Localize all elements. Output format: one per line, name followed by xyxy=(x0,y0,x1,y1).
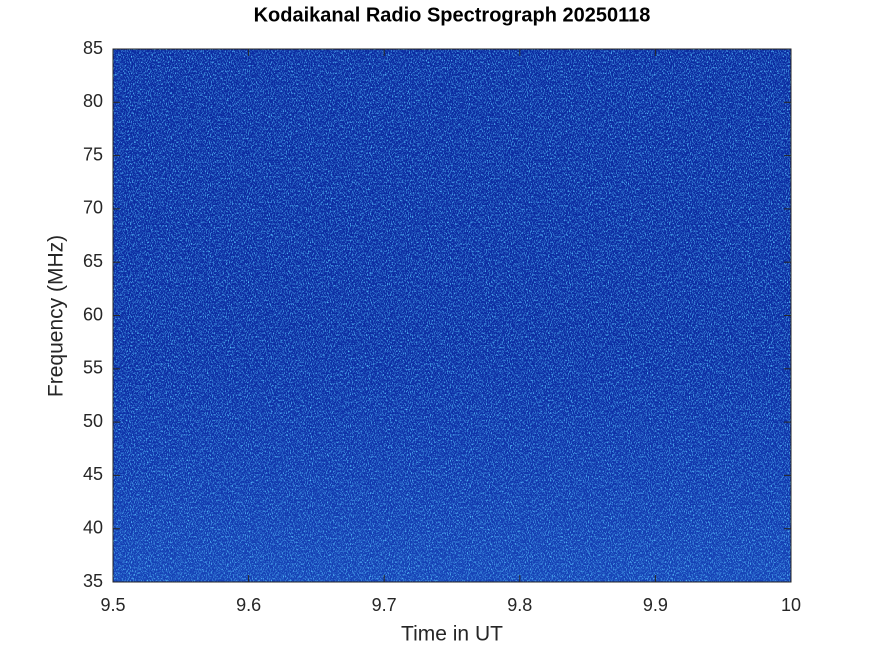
y-tick-label: 45 xyxy=(83,464,103,484)
x-tick-label: 9.9 xyxy=(643,595,668,615)
y-tick-label: 55 xyxy=(83,358,103,378)
y-tick-label: 50 xyxy=(83,411,103,431)
x-tick-label: 9.7 xyxy=(372,595,397,615)
y-tick-label: 60 xyxy=(83,304,103,324)
y-axis-label: Frequency (MHz) xyxy=(45,235,68,397)
y-tick-label: 75 xyxy=(83,144,103,164)
y-tick-label: 35 xyxy=(83,571,103,591)
chart-title: Kodaikanal Radio Spectrograph 20250118 xyxy=(254,4,651,26)
y-tick-label: 85 xyxy=(83,38,103,58)
y-tick-label: 40 xyxy=(83,517,103,537)
plot-area xyxy=(112,48,792,583)
spectrogram-noise xyxy=(113,49,791,582)
x-tick-label: 9.5 xyxy=(100,595,125,615)
x-axis-label: Time in UT xyxy=(401,623,503,646)
y-tick-label: 65 xyxy=(83,251,103,271)
y-tick-label: 80 xyxy=(83,91,103,111)
y-tick-label: 70 xyxy=(83,198,103,218)
x-tick-label: 9.8 xyxy=(507,595,532,615)
x-tick-label: 10 xyxy=(781,595,801,615)
x-tick-label: 9.6 xyxy=(236,595,261,615)
